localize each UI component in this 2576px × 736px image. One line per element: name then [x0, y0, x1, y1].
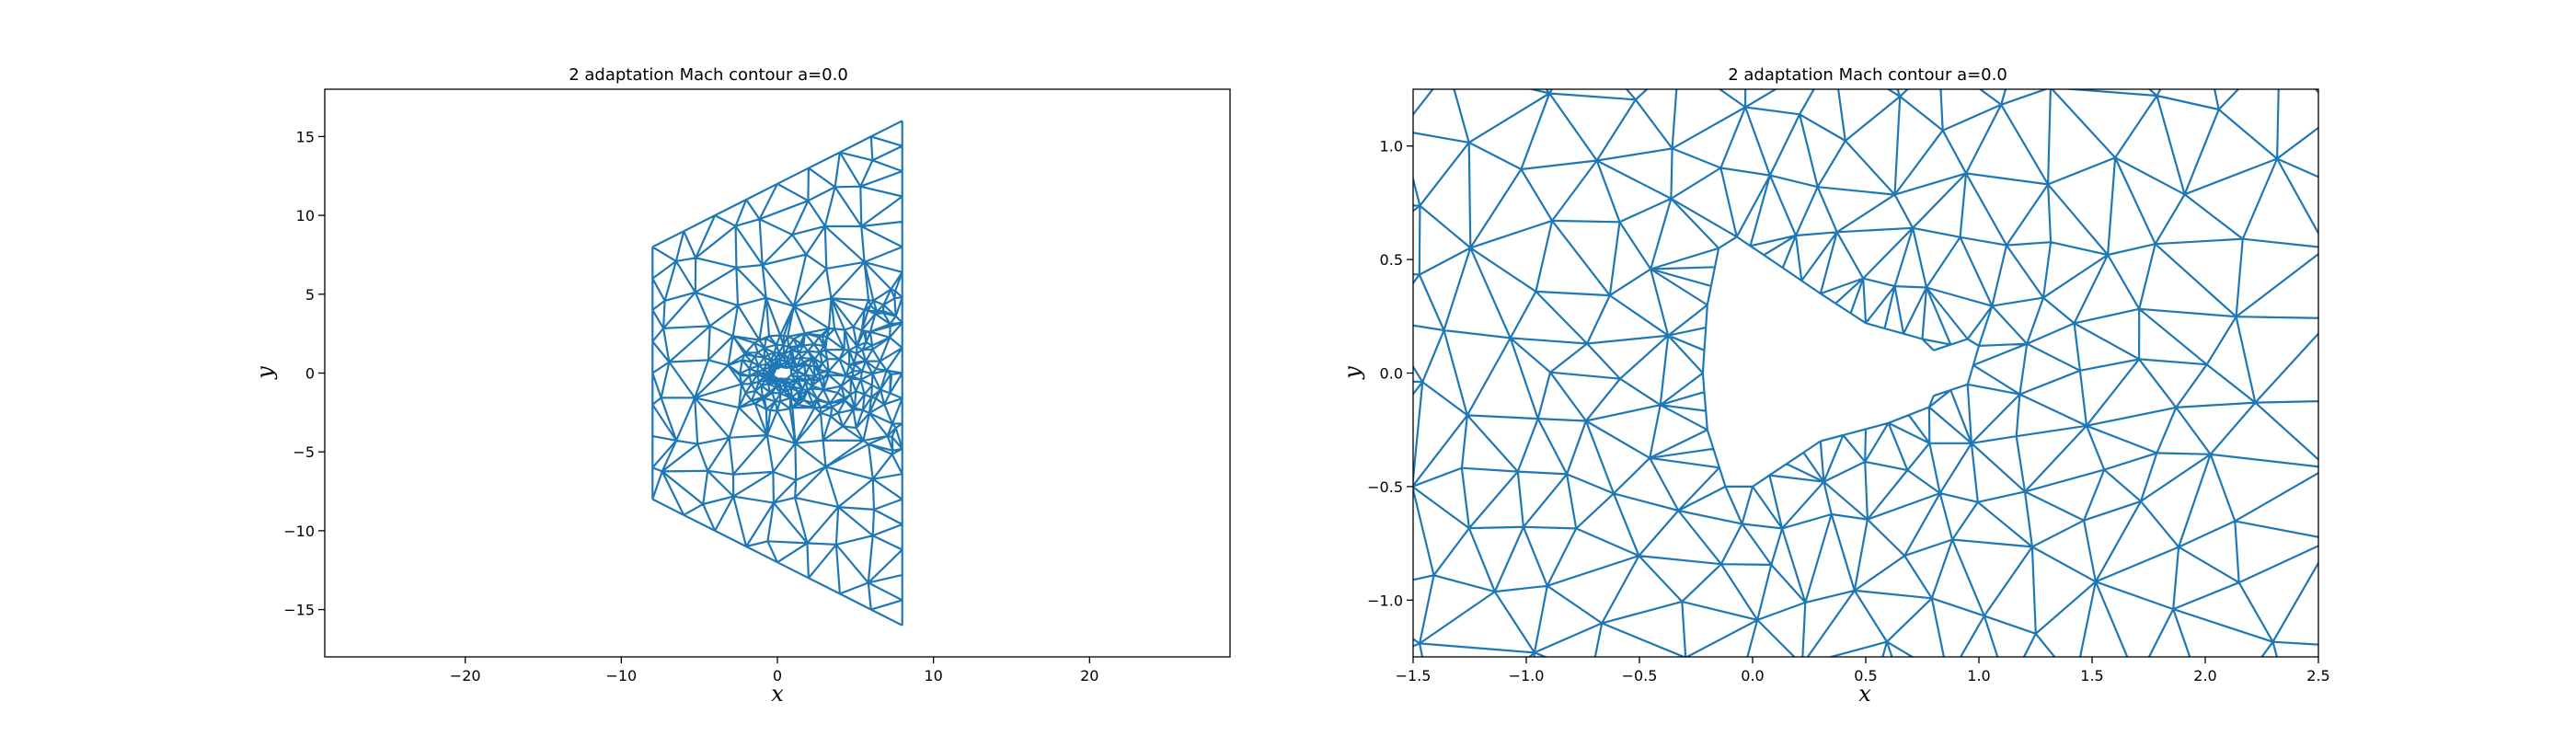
- x-tick-label: 0: [773, 667, 782, 684]
- left-mesh: [651, 120, 903, 627]
- right-axes: 2 adaptation Mach contour a=0.0 −1.5 −1.0…: [1340, 65, 2330, 707]
- x-tick-label: 0.5: [1854, 667, 1877, 684]
- x-tick-label: 2.5: [2306, 667, 2329, 684]
- x-tick-label: −10: [605, 667, 637, 684]
- right-xlabel: x: [1858, 681, 1871, 707]
- right-title: 2 adaptation Mach contour a=0.0: [1728, 65, 2007, 85]
- y-tick-label: 10: [296, 207, 315, 224]
- y-tick-label: 0: [305, 365, 315, 383]
- y-tick-label: 0.0: [1380, 365, 1403, 383]
- left-ticks: −20 −10 0 10 20 −15 −10 −5 0 5 10 15: [283, 128, 1098, 684]
- x-tick-label: −0.5: [1622, 667, 1658, 684]
- x-tick-label: 2.0: [2193, 667, 2216, 684]
- x-tick-label: 20: [1080, 667, 1098, 684]
- x-tick-label: 1.0: [1967, 667, 1990, 684]
- left-xlabel: x: [771, 681, 784, 707]
- x-tick-label: 0.0: [1741, 667, 1764, 684]
- y-tick-label: 15: [296, 128, 315, 145]
- y-tick-label: −1.0: [1367, 592, 1403, 609]
- y-tick-label: 1.0: [1380, 138, 1403, 155]
- y-tick-label: −0.5: [1367, 478, 1403, 496]
- x-tick-label: 10: [924, 667, 942, 684]
- right-mesh: [1413, 89, 2318, 657]
- right-ylabel: y: [1340, 366, 1365, 380]
- left-axes: 2 adaptation Mach contour a=0.0 −20 −10 0 1…: [252, 65, 1231, 707]
- mesh-edges: [651, 120, 903, 627]
- y-tick-label: −15: [283, 602, 315, 619]
- y-tick-label: −5: [293, 443, 315, 461]
- x-tick-label: −1.0: [1509, 667, 1545, 684]
- mesh-edges: [1413, 89, 2318, 657]
- left-ylabel: y: [252, 366, 278, 380]
- x-tick-label: −1.5: [1396, 667, 1432, 684]
- y-tick-label: 5: [305, 286, 315, 304]
- x-tick-label: −20: [450, 667, 481, 684]
- y-tick-label: 0.5: [1380, 251, 1403, 269]
- y-tick-label: −10: [283, 523, 315, 540]
- left-title: 2 adaptation Mach contour a=0.0: [569, 65, 848, 85]
- x-tick-label: 1.5: [2080, 667, 2103, 684]
- right-ticks: −1.5 −1.0 −0.5 0.0 0.5 1.0 1.5 2.0 2.5 −1.0 −0.5 0.…: [1367, 138, 2330, 684]
